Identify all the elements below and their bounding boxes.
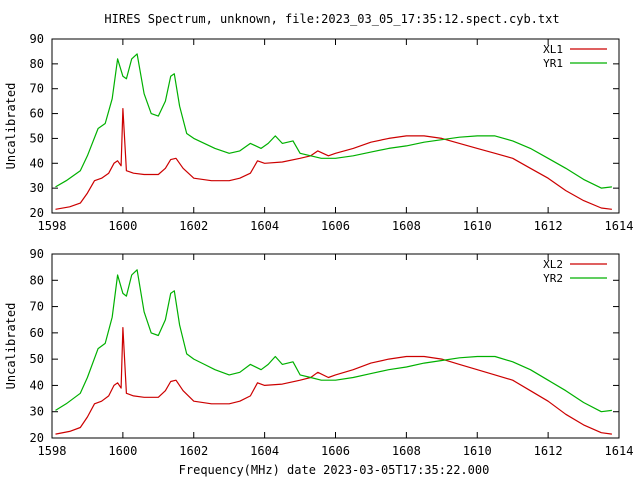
x-tick-label: 1612	[534, 444, 563, 458]
plot-frame	[51, 38, 620, 214]
series-line-YR2	[55, 269, 612, 413]
x-tick-label: 1598	[38, 444, 67, 458]
x-tick-label: 1598	[38, 219, 67, 233]
legend-label-XL2: XL2	[543, 258, 563, 271]
y-tick-label: 40	[30, 156, 44, 170]
series-line-XL1	[55, 107, 612, 210]
series-line-YR1	[55, 53, 612, 189]
y-tick-label: 90	[30, 32, 44, 46]
legend-label-YR1: YR1	[543, 57, 563, 70]
panel-bottom: 1598 1600 1602 1604 1606 1608 1610 1612 1614 20 30…	[4, 247, 633, 458]
panel-top: 1598 1600 1602 1604 1606 1608 1610 1612 1614 20 30…	[4, 32, 633, 233]
x-tick-label: 1604	[250, 444, 279, 458]
y-tick-label: 80	[30, 57, 44, 71]
x-tick-label: 1602	[179, 444, 208, 458]
y-tick-label: 30	[30, 405, 44, 419]
x-tick-label: 1608	[392, 219, 421, 233]
y-axis-label: Uncalibrated	[4, 83, 18, 170]
y-tick-label: 60	[30, 326, 44, 340]
x-tick-label: 1600	[108, 219, 137, 233]
plot-frame	[51, 253, 620, 439]
y-tick-label: 30	[30, 181, 44, 195]
y-tick-label: 50	[30, 352, 44, 366]
legend-label-XL1: XL1	[543, 43, 563, 56]
x-tick-label: 1602	[179, 219, 208, 233]
x-tick-label: 1612	[534, 219, 563, 233]
x-tick-label: 1606	[321, 444, 350, 458]
y-tick-label: 50	[30, 131, 44, 145]
x-tick-label: 1614	[605, 444, 634, 458]
y-tick-label: 70	[30, 82, 44, 96]
chart-title: HIRES Spectrum, unknown, file:2023_03_05…	[104, 12, 559, 26]
x-tick-label: 1610	[463, 219, 492, 233]
x-tick-label: 1608	[392, 444, 421, 458]
x-axis-label: Frequency(MHz) date 2023-03-05T17:35:22.…	[179, 463, 490, 477]
y-tick-label: 40	[30, 378, 44, 392]
x-tick-label: 1614	[605, 219, 634, 233]
y-tick-label: 20	[30, 206, 44, 220]
y-tick-label: 20	[30, 431, 44, 445]
x-tick-label: 1606	[321, 219, 350, 233]
y-tick-label: 70	[30, 300, 44, 314]
x-tick-label: 1610	[463, 444, 492, 458]
y-tick-label: 90	[30, 247, 44, 261]
y-tick-label: 80	[30, 273, 44, 287]
y-axis-label: Uncalibrated	[4, 303, 18, 390]
series-line-XL2	[55, 327, 612, 435]
x-tick-label: 1604	[250, 219, 279, 233]
y-tick-label: 60	[30, 107, 44, 121]
x-tick-label: 1600	[108, 444, 137, 458]
legend-label-YR2: YR2	[543, 272, 563, 285]
